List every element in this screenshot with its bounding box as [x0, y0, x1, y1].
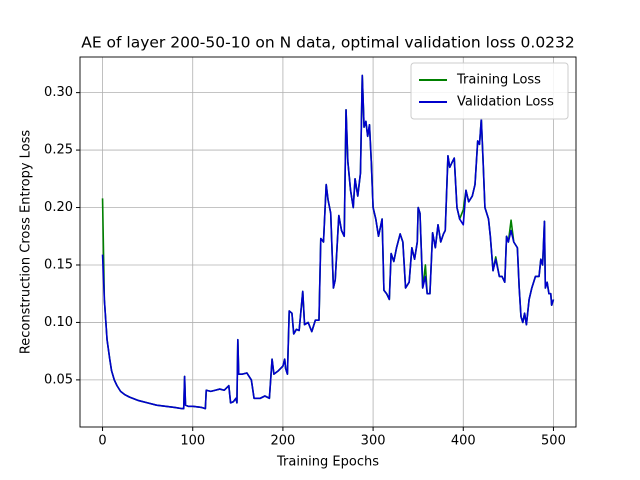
y-tick-label: 0.25 [44, 143, 73, 158]
x-tick-label: 200 [270, 434, 295, 449]
legend-label: Validation Loss [457, 95, 554, 110]
x-tick-label: 100 [180, 434, 205, 449]
x-tick-label: 0 [98, 434, 106, 449]
plot-frame [79, 56, 577, 428]
y-tick-label: 0.20 [44, 200, 73, 215]
chart-title: AE of layer 200-50-10 on N data, optimal… [81, 34, 575, 52]
y-axis-label: Reconstruction Cross Entropy Loss [19, 130, 34, 355]
legend-label: Training Loss [456, 73, 541, 88]
series-line [101, 74, 555, 410]
y-tick-label: 0.15 [44, 257, 73, 272]
legend-box [410, 62, 569, 120]
x-axis-label: Training Epochs [276, 455, 379, 470]
x-tick-label: 300 [361, 434, 386, 449]
y-tick-label: 0.10 [44, 315, 73, 330]
series-line [101, 74, 555, 410]
y-tick-label: 0.05 [44, 372, 73, 387]
x-tick-label: 400 [451, 434, 476, 449]
y-tick-label: 0.30 [44, 85, 73, 100]
x-tick-label: 500 [541, 434, 566, 449]
